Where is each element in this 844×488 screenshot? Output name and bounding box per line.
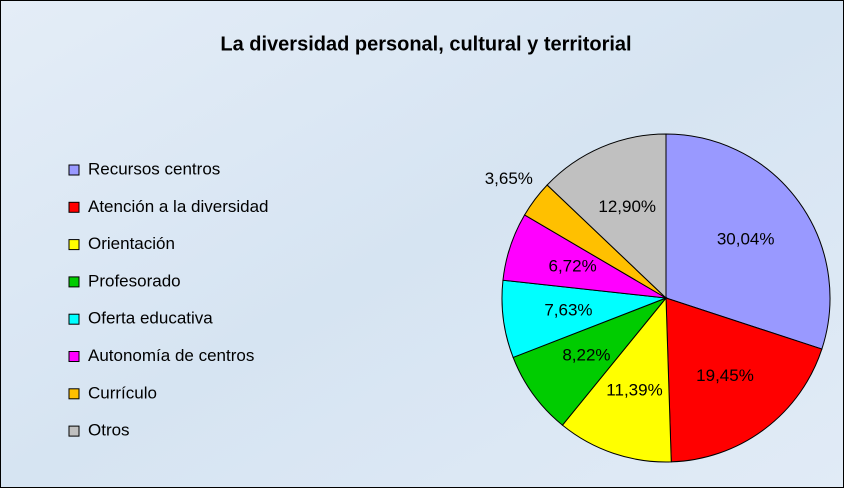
legend-label: Autonomía de centros: [88, 346, 254, 365]
legend-swatch: [68, 164, 80, 176]
legend-swatch: [68, 425, 80, 437]
legend-label: Otros: [88, 421, 130, 440]
data-label: 7,63%: [544, 300, 592, 319]
legend-swatch: [68, 351, 80, 362]
data-label: 6,72%: [548, 257, 596, 276]
data-label: 11,39%: [606, 381, 662, 400]
legend-label: Profesorado: [88, 271, 181, 290]
pie-slice: [561, 296, 672, 463]
data-label: 8,22%: [562, 345, 610, 364]
data-label: 3,65%: [485, 169, 533, 188]
legend-swatch: [68, 201, 80, 213]
data-label: 19,45%: [696, 366, 754, 385]
legend-label: Oferta educativa: [88, 309, 213, 328]
pie-slice: [546, 133, 667, 300]
legend-label: Currículo: [88, 383, 157, 402]
legend-swatch: [68, 313, 80, 325]
legend-swatch: [68, 276, 80, 288]
legend-swatch: [68, 388, 80, 400]
legend-label: Recursos centros: [88, 159, 220, 178]
data-label: 30,04%: [717, 230, 775, 249]
legend-swatch: [68, 239, 80, 251]
chart-title: La diversidad personal, cultural y terri…: [220, 33, 631, 55]
pie-slice: [665, 133, 831, 350]
legend-label: Orientación: [88, 234, 175, 253]
legend-label: Atención a la diversidad: [88, 197, 269, 216]
pie-slice: [665, 297, 823, 463]
data-label: 12,90%: [598, 197, 656, 216]
